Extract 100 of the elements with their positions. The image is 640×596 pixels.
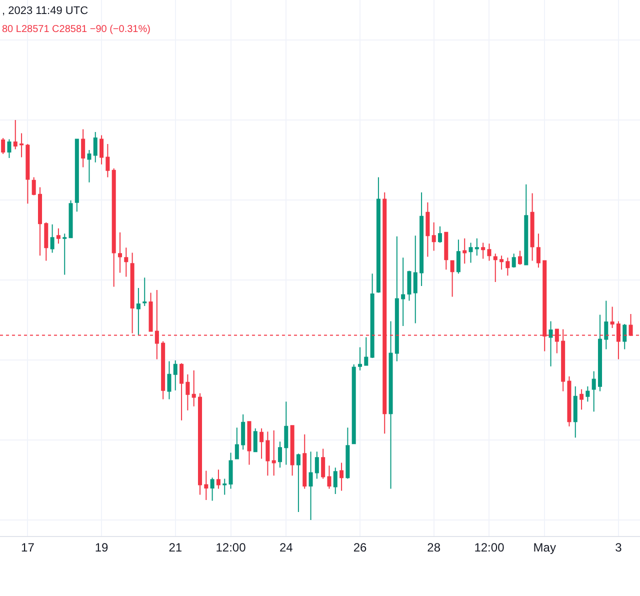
candlestick (142, 277, 147, 306)
candlestick (1, 138, 6, 154)
candlestick (567, 376, 572, 427)
candlestick (112, 168, 116, 288)
candlestick (26, 144, 30, 204)
candlestick (186, 374, 190, 411)
candlestick (321, 448, 326, 480)
candlestick (50, 224, 54, 254)
candlestick (296, 453, 300, 512)
candlestick (388, 320, 393, 490)
candlestick (234, 427, 239, 460)
candlestick (456, 239, 460, 274)
candlestick (573, 386, 578, 438)
candlestick (450, 260, 454, 298)
x-tick-label: 24 (279, 540, 294, 554)
candlestick (44, 222, 48, 262)
candlestick (314, 451, 319, 480)
candlestick (180, 362, 184, 421)
candlestick (468, 242, 473, 264)
candlestick (38, 186, 42, 256)
candlestick (524, 184, 528, 266)
candlestick (192, 370, 196, 407)
candlestick (247, 421, 252, 466)
x-tick-label: 17 (21, 540, 35, 554)
candlestick (420, 192, 424, 286)
text: , 2023 11:49 UTC (2, 5, 88, 17)
candlestick (32, 176, 36, 196)
candlestick (438, 226, 442, 244)
candlestick (81, 128, 86, 168)
x-tick-label: 26 (353, 540, 367, 554)
candlestick (413, 235, 418, 324)
candlestick (118, 232, 122, 274)
candlestick (327, 465, 332, 490)
candlestick (462, 238, 467, 264)
candlestick (432, 222, 436, 252)
candlestick (100, 134, 104, 165)
candlestick (481, 242, 486, 260)
candlestick (13, 120, 18, 150)
candlestick (493, 253, 498, 282)
x-tick-label: 21 (168, 540, 182, 554)
candlestick (290, 425, 294, 476)
candlestick (474, 238, 479, 256)
candlestick (370, 273, 374, 358)
candlestick (580, 388, 584, 410)
candlestick (426, 202, 430, 258)
candlestick (241, 414, 246, 450)
candlestick (512, 253, 516, 268)
x-tick-label: 3 (615, 540, 622, 554)
candlestick (487, 243, 492, 262)
candlestick (266, 431, 270, 476)
x-tick-label: May (533, 540, 556, 554)
candlestick (148, 292, 153, 332)
candlestick (253, 428, 258, 452)
candlestick (308, 451, 313, 520)
candlestick (62, 233, 67, 276)
candlestick (216, 469, 220, 490)
x-tick-label: 19 (94, 540, 109, 554)
candlestick (352, 364, 356, 444)
candlestick (506, 257, 510, 276)
candlestick (161, 340, 166, 400)
candlestick (518, 250, 522, 266)
candlestick (592, 370, 596, 412)
candlestick (124, 247, 128, 278)
candlestick (598, 314, 602, 392)
candlestick (210, 477, 214, 502)
candlestick (68, 200, 73, 238)
candlestick (586, 386, 590, 402)
candlestick (20, 132, 24, 158)
text: 80 L28571 C28581 −90 (−0.31%) (2, 24, 150, 35)
candlestick (407, 270, 412, 302)
candlestick (93, 132, 98, 163)
x-tick-label: 12:00 (216, 540, 246, 554)
candlestick (173, 360, 178, 391)
candlestick (394, 236, 399, 362)
candlestick (302, 434, 307, 490)
candlestick (106, 144, 110, 178)
candlestick (401, 257, 406, 326)
candlestick (530, 192, 534, 262)
candlestick (333, 467, 338, 494)
candlestick (228, 452, 233, 490)
candlestick (622, 324, 627, 350)
candlestick (358, 346, 362, 371)
candlestick (610, 306, 614, 328)
candlestick (167, 360, 172, 400)
candlestick (346, 427, 350, 480)
candlestick (548, 320, 553, 367)
candlestick (272, 430, 276, 476)
candlestick (222, 478, 227, 496)
candlestick (444, 232, 448, 270)
candlestick (376, 176, 380, 294)
candlestick (136, 288, 140, 336)
candlestick (604, 300, 608, 350)
x-tick-label: 12:00 (474, 540, 505, 554)
candlestick (278, 441, 282, 468)
candlestick (74, 138, 79, 212)
candlestick (198, 392, 202, 496)
candlestick (500, 255, 504, 270)
candlestick (56, 228, 60, 244)
candlestick (340, 462, 344, 492)
candlestick (536, 233, 540, 268)
